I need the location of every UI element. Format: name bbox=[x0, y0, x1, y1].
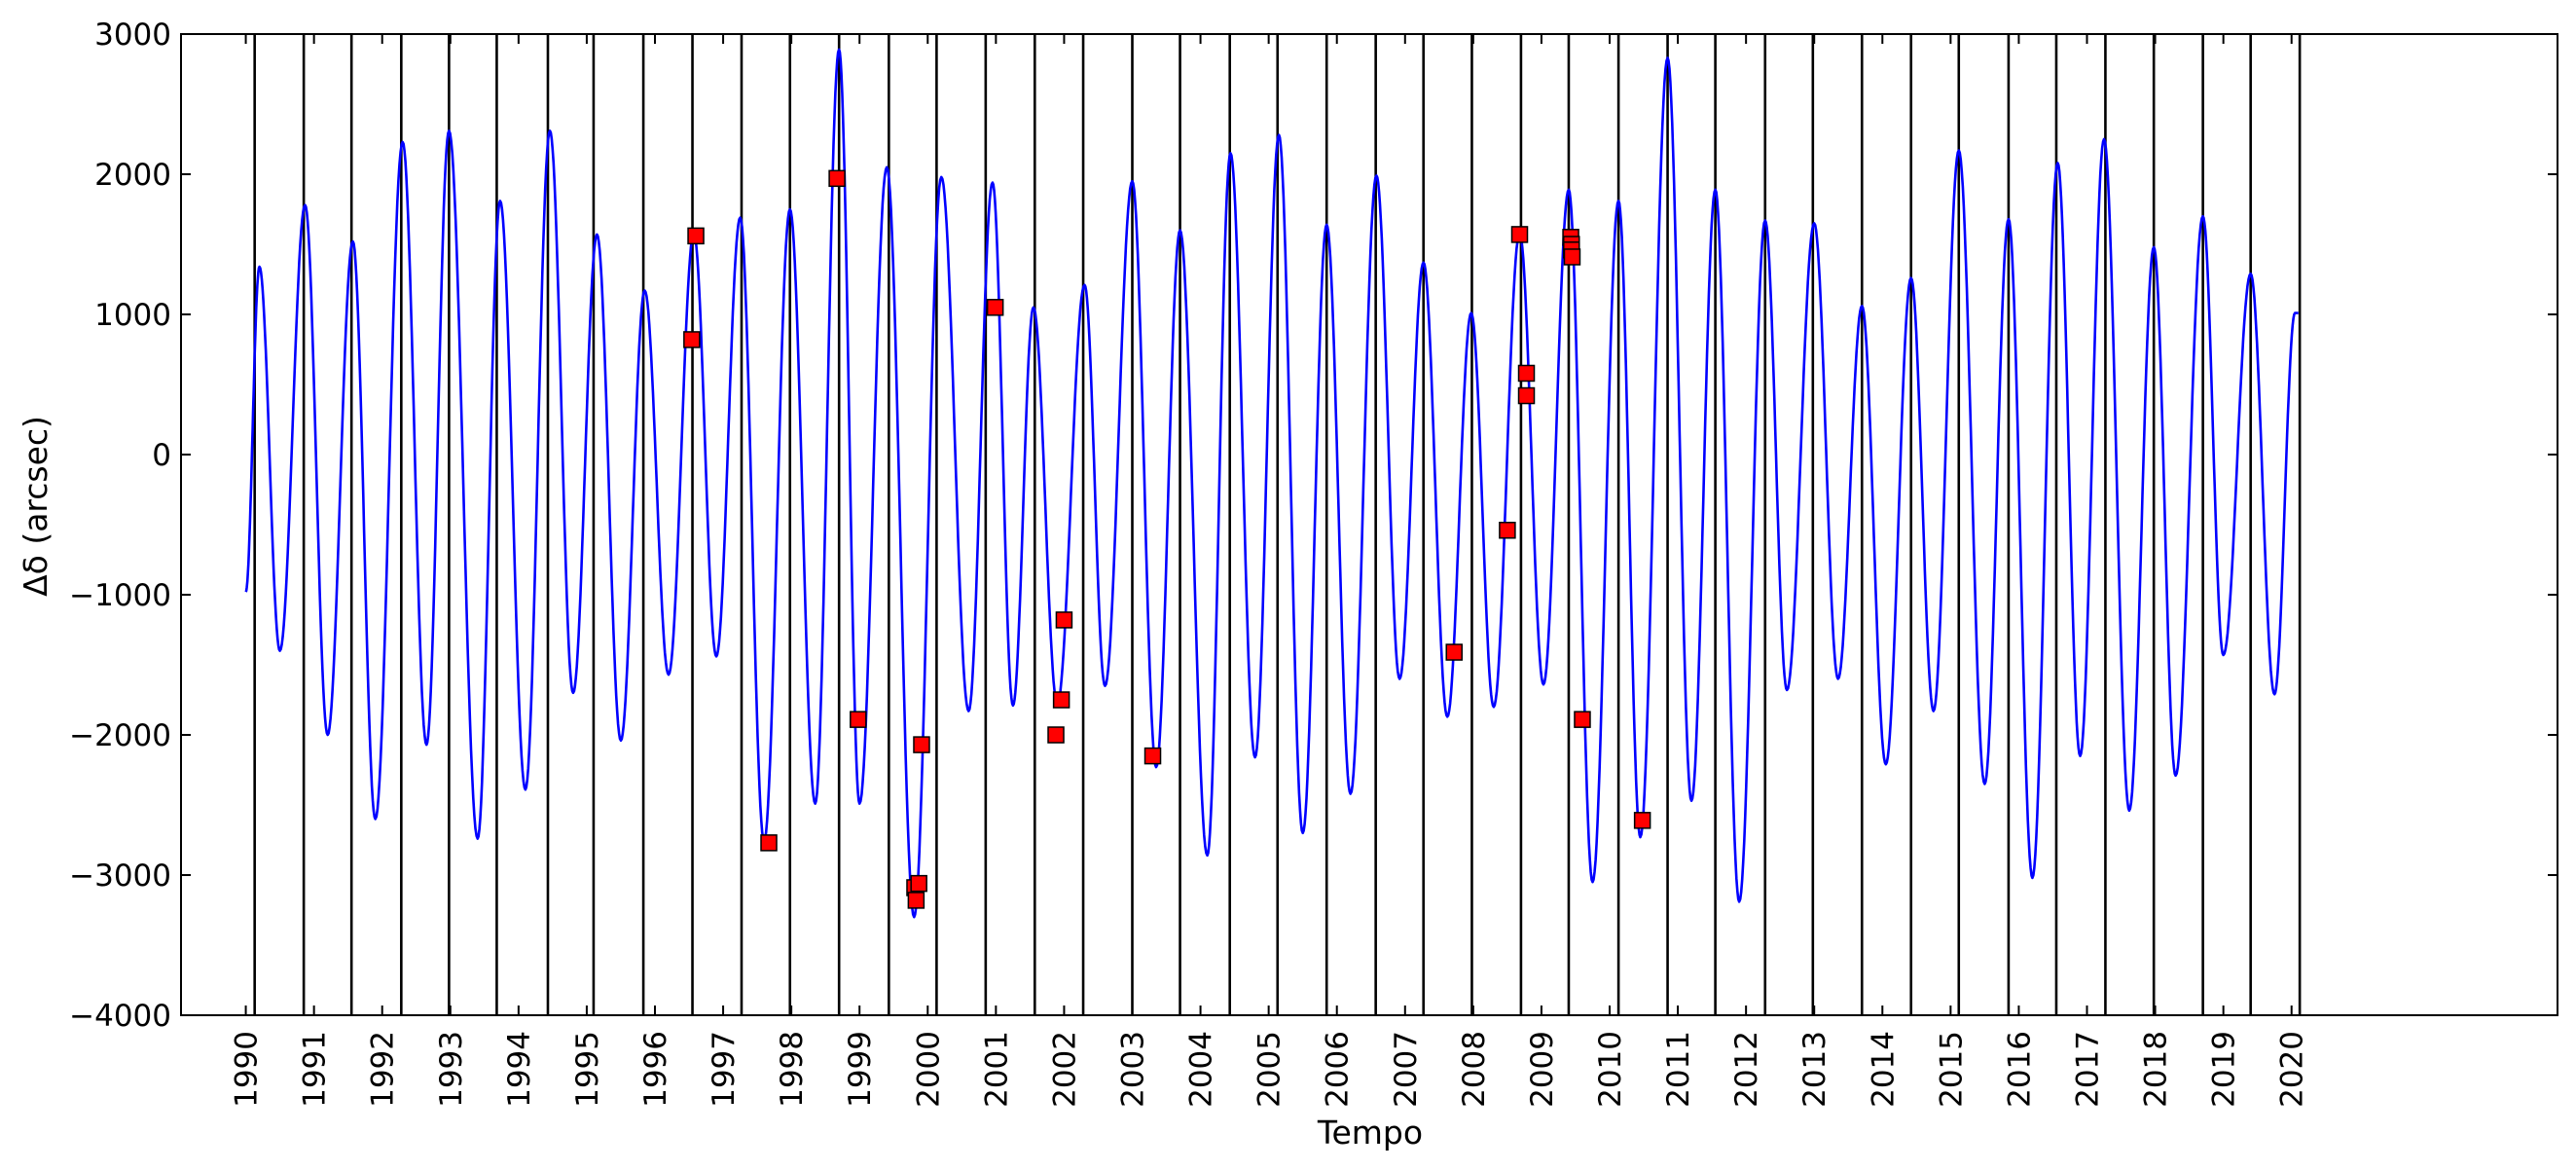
x-tick-label: 2018 bbox=[2139, 1031, 2174, 1108]
series-line-group bbox=[244, 48, 2300, 919]
data-marker bbox=[1563, 248, 1581, 266]
data-marker bbox=[1633, 812, 1651, 829]
x-tick-label: 2008 bbox=[1457, 1031, 1492, 1108]
y-tick-label: −2000 bbox=[69, 718, 171, 753]
x-tick-label: 2009 bbox=[1525, 1031, 1560, 1108]
x-tick-label: 2004 bbox=[1184, 1031, 1219, 1108]
y-tick-label: 3000 bbox=[94, 18, 171, 53]
x-tick-label: 1999 bbox=[843, 1031, 878, 1108]
x-tick-label: 2000 bbox=[911, 1031, 946, 1108]
x-axis-ticks: 1990 1991 1992 1993 1994 1995 1996 1997 1998 1999… bbox=[230, 34, 2310, 1108]
x-tick-label: 1997 bbox=[707, 1031, 742, 1108]
x-tick-label: 2006 bbox=[1321, 1031, 1356, 1108]
y-tick-label: 2000 bbox=[94, 158, 171, 193]
x-tick-label: 1996 bbox=[638, 1031, 673, 1108]
x-tick-label: 2015 bbox=[1934, 1031, 1969, 1108]
x-tick-label: 2012 bbox=[1729, 1031, 1764, 1108]
y-tick-label: −3000 bbox=[69, 859, 171, 894]
vertical-line-group bbox=[253, 34, 2302, 1015]
data-marker bbox=[1517, 364, 1536, 383]
data-marker bbox=[1055, 611, 1073, 629]
data-marker bbox=[1143, 747, 1162, 765]
data-marker bbox=[1574, 711, 1591, 728]
y-axis-title: Δδ (arcsec) bbox=[17, 416, 54, 597]
x-tick-label: 1994 bbox=[502, 1031, 537, 1108]
x-tick-label: 1998 bbox=[775, 1031, 810, 1108]
x-tick-label: 2020 bbox=[2275, 1031, 2310, 1108]
data-marker bbox=[913, 736, 930, 753]
marker-group bbox=[683, 169, 1651, 909]
x-tick-label: 2013 bbox=[1797, 1031, 1832, 1108]
data-marker bbox=[907, 892, 925, 909]
data-marker bbox=[910, 874, 927, 893]
x-axis-title: Tempo bbox=[1317, 1114, 1423, 1152]
data-marker bbox=[1499, 522, 1516, 539]
x-tick-label: 1995 bbox=[570, 1031, 605, 1108]
x-tick-label: 2016 bbox=[2002, 1031, 2037, 1108]
x-tick-label: 2001 bbox=[979, 1031, 1014, 1108]
x-tick-label: 2017 bbox=[2071, 1031, 2106, 1108]
data-marker bbox=[1517, 386, 1536, 405]
x-tick-label: 1990 bbox=[230, 1031, 265, 1108]
data-marker bbox=[683, 331, 701, 348]
data-marker bbox=[986, 299, 1004, 316]
y-axis-ticks: −4000 −3000 −2000 −1000 0 1000 2000 3000 bbox=[69, 18, 2558, 1034]
x-tick-label: 2003 bbox=[1116, 1031, 1151, 1108]
x-tick-label: 2019 bbox=[2207, 1031, 2242, 1108]
x-tick-label: 2010 bbox=[1593, 1031, 1628, 1108]
x-tick-label: 2014 bbox=[1866, 1031, 1901, 1108]
data-marker bbox=[828, 169, 846, 188]
y-tick-label: −4000 bbox=[69, 999, 171, 1034]
x-tick-label: 1991 bbox=[298, 1031, 333, 1108]
data-marker bbox=[1047, 726, 1065, 744]
data-marker bbox=[687, 227, 705, 245]
data-marker bbox=[1052, 691, 1070, 709]
plot-frame bbox=[180, 33, 2558, 1016]
data-marker bbox=[850, 711, 867, 728]
x-tick-label: 1992 bbox=[366, 1031, 401, 1108]
x-tick-label: 2011 bbox=[1661, 1031, 1696, 1108]
x-tick-label: 2005 bbox=[1252, 1031, 1288, 1108]
x-tick-label: 2002 bbox=[1047, 1031, 1082, 1108]
series-line bbox=[244, 48, 2300, 919]
data-marker bbox=[760, 834, 778, 852]
data-marker bbox=[1510, 226, 1529, 243]
y-tick-label: 0 bbox=[152, 438, 171, 473]
x-tick-label: 2007 bbox=[1389, 1031, 1424, 1108]
y-tick-label: −1000 bbox=[69, 578, 171, 613]
x-tick-label: 1993 bbox=[434, 1031, 469, 1108]
y-tick-label: 1000 bbox=[94, 298, 171, 333]
data-marker bbox=[1445, 643, 1463, 661]
